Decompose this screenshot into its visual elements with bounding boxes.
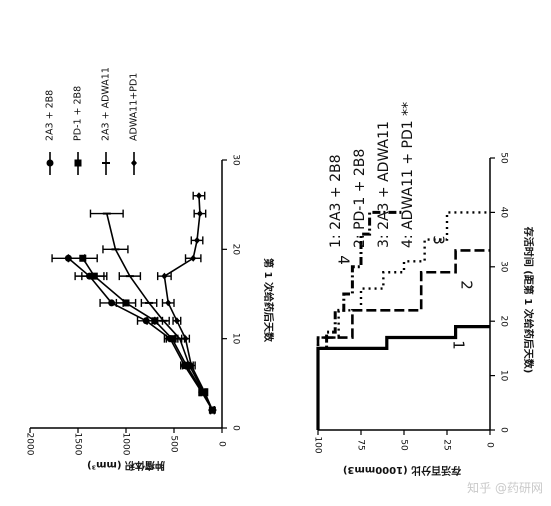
survival-curve <box>316 211 490 430</box>
survival-percent-tick-label: 0 <box>485 442 495 448</box>
tumor-data-point <box>151 317 159 325</box>
tumor-legend-item: 2A3 + 2B8 <box>45 90 56 175</box>
tumor-data-point <box>195 192 202 200</box>
survival-curve-label: 3 <box>430 235 448 245</box>
survival-percent-tick-label: 75 <box>356 439 366 450</box>
tumor-volume-panel: 0 500 1000 1500 2000 0 10 20 30 肿瘤体积 (mm³) 第 1 次给药… <box>25 67 276 472</box>
tumor-legend-label: ADWA11+PD1 <box>129 73 140 141</box>
tumor-value-axis-label: 肿瘤体积 (mm³) <box>87 459 165 472</box>
survival-legend-label: 2: PD-1 + 2B8 <box>352 149 368 248</box>
tumor-data-point <box>209 406 216 414</box>
survival-legend-label: 4: ADWA11 + PD1 ** <box>400 102 416 248</box>
tumor-day-tick-label: 20 <box>231 244 241 256</box>
tumor-data-point <box>90 272 98 280</box>
survival-percent-tick-label: 25 <box>442 439 452 450</box>
tumor-value-tick-label: 1500 <box>73 433 83 456</box>
survival-legend-label: 1: 2A3 + 2B8 <box>328 154 344 248</box>
survival-legend-label: 3: 2A3 + ADWA11 <box>376 121 392 248</box>
survival-time-tick-label: 10 <box>499 370 509 382</box>
tumor-legend-marker <box>74 159 82 167</box>
tumor-data-point <box>165 299 172 307</box>
survival-curve-label: 1 <box>450 340 468 350</box>
tumor-data-point <box>122 299 130 307</box>
tumor-data-point <box>142 317 150 325</box>
survival-curve <box>316 210 404 430</box>
tumor-value-tick-label: 2000 <box>25 433 35 456</box>
tumor-data-point <box>161 272 168 280</box>
survival-time-tick-label: 50 <box>499 152 509 164</box>
tumor-data-point <box>182 335 189 343</box>
watermark: 知乎 @药研网 <box>467 481 543 495</box>
survival-series-3: 3 <box>316 211 490 430</box>
survival-curve-label: 4 <box>335 255 353 265</box>
tumor-data-point <box>196 210 203 218</box>
survival-percent-axis-label: 存活百分比 (1000mm3) <box>343 464 461 477</box>
tumor-data-point <box>201 388 208 396</box>
tumor-legend-item: ADWA11+PD1 <box>129 73 140 175</box>
tumor-data-point <box>168 335 176 343</box>
tumor-legend-marker <box>131 159 137 167</box>
tumor-data-point <box>194 236 201 244</box>
tumor-day-tick-label: 0 <box>231 425 241 431</box>
tumor-data-point <box>173 317 180 325</box>
tumor-value-tick-label: 500 <box>169 435 179 452</box>
tumor-day-tick-label: 10 <box>231 333 241 345</box>
survival-percent-tick-label: 100 <box>313 436 323 453</box>
tumor-legend-label: 2A3 + ADWA11 <box>101 67 112 141</box>
survival-curve-label: 2 <box>458 280 476 290</box>
survival-time-tick-label: 0 <box>499 427 509 433</box>
tumor-day-tick-label: 30 <box>231 154 241 166</box>
survival-percent-tick-label: 50 <box>399 439 409 451</box>
survival-time-axis-label: 存活时间 (距第 1 次给药后天数) <box>522 227 535 374</box>
tumor-value-tick-label: 1000 <box>121 433 131 456</box>
survival-series-4: 4 <box>316 210 404 430</box>
tumor-data-point <box>188 361 195 369</box>
tumor-legend-label: PD-1 + 2B8 <box>73 86 84 141</box>
tumor-series-1 <box>51 254 216 415</box>
tumor-day-axis-label: 第 1 次给药后天数 <box>262 258 275 343</box>
tumor-legend-marker <box>46 159 54 167</box>
survival-panel: 0 25 50 75 100 0 10 20 30 40 50 存活百分比 (1000mm3) 存活时间… <box>313 102 536 477</box>
tumor-data-point <box>190 254 197 262</box>
survival-time-tick-label: 30 <box>499 261 509 273</box>
tumor-series-line <box>82 257 214 411</box>
tumor-legend-label: 2A3 + 2B8 <box>45 90 56 141</box>
survival-series-1: 1 <box>316 325 490 430</box>
tumor-series-line <box>67 257 214 411</box>
tumor-legend-item: PD-1 + 2B8 <box>73 86 84 175</box>
survival-time-tick-label: 20 <box>499 315 509 327</box>
tumor-data-point <box>79 254 87 262</box>
tumor-data-point <box>108 299 116 307</box>
tumor-legend-item: 2A3 + ADWA11 <box>101 67 112 175</box>
tumor-series-4 <box>156 191 216 415</box>
tumor-value-tick-label: 0 <box>217 441 227 447</box>
survival-time-tick-label: 40 <box>499 207 509 219</box>
